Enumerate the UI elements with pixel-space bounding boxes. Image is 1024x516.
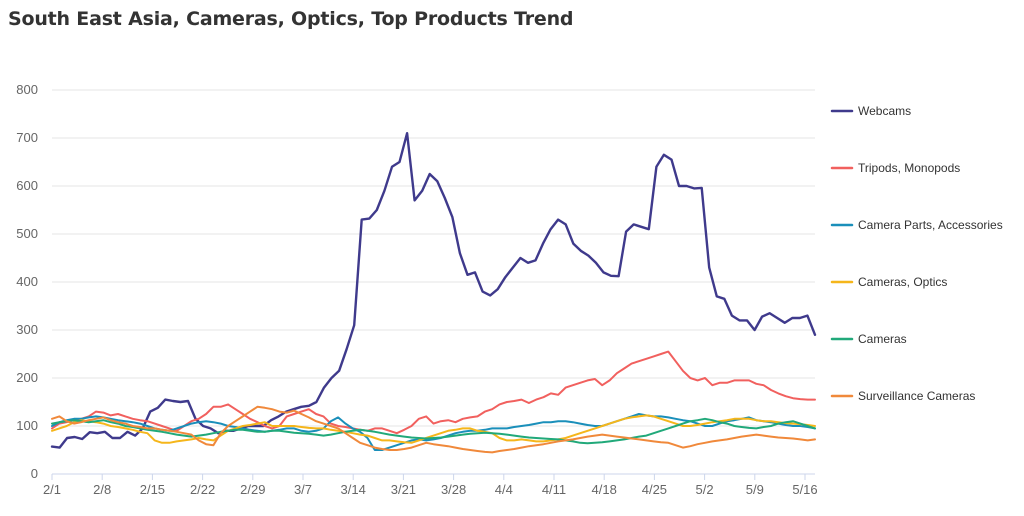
x-axis-ticks: 2/1 2/8 2/15 2/22 2/29 3/7 3/14 3/21 3/28 4/4 4/11… bbox=[43, 474, 818, 497]
series-line-webcams[interactable] bbox=[50, 131, 817, 449]
y-tick-label: 200 bbox=[16, 370, 38, 385]
y-tick-label: 500 bbox=[16, 226, 38, 241]
legend-label: Tripods, Monopods bbox=[858, 161, 960, 175]
legend-item[interactable]: Cameras, Optics bbox=[830, 275, 947, 289]
x-tick-label: 3/28 bbox=[441, 482, 466, 497]
legend-item[interactable]: Webcams bbox=[830, 104, 911, 118]
legend-label: Camera Parts, Accessories bbox=[858, 218, 1003, 232]
y-tick-label: 0 bbox=[31, 466, 38, 481]
series-lines bbox=[50, 131, 817, 454]
x-tick-label: 2/1 bbox=[43, 482, 61, 497]
legend: Webcams Tripods, Monopods Camera Parts, Ac… bbox=[830, 104, 1003, 403]
y-axis-ticks: 0 100 200 300 400 500 600 700 800 bbox=[16, 82, 38, 481]
legend-item[interactable]: Surveillance Cameras bbox=[830, 389, 975, 403]
series-line-cameras-optics[interactable] bbox=[51, 414, 816, 444]
x-tick-label: 2/15 bbox=[140, 482, 165, 497]
x-tick-label: 3/7 bbox=[294, 482, 312, 497]
x-tick-label: 4/11 bbox=[542, 482, 566, 497]
x-tick-label: 4/25 bbox=[642, 482, 667, 497]
series-line-camera-parts-accessories[interactable] bbox=[51, 413, 816, 451]
y-tick-label: 700 bbox=[16, 130, 38, 145]
x-tick-label: 2/22 bbox=[190, 482, 215, 497]
series-line-cameras[interactable] bbox=[51, 417, 816, 445]
x-tick-label: 5/9 bbox=[746, 482, 764, 497]
legend-item[interactable]: Camera Parts, Accessories bbox=[830, 218, 1003, 232]
legend-label: Cameras, Optics bbox=[858, 275, 947, 289]
x-tick-label: 3/14 bbox=[341, 482, 366, 497]
x-tick-label: 5/2 bbox=[696, 482, 714, 497]
y-tick-label: 800 bbox=[16, 82, 38, 97]
x-tick-label: 4/4 bbox=[495, 482, 513, 497]
x-tick-label: 2/8 bbox=[93, 482, 111, 497]
y-tick-label: 600 bbox=[16, 178, 38, 193]
gridlines bbox=[52, 89, 815, 475]
legend-label: Cameras bbox=[858, 332, 907, 346]
y-tick-label: 100 bbox=[16, 418, 38, 433]
x-tick-label: 5/16 bbox=[792, 482, 817, 497]
chart-title: South East Asia, Cameras, Optics, Top Pr… bbox=[8, 8, 574, 30]
y-tick-label: 400 bbox=[16, 274, 38, 289]
legend-label: Webcams bbox=[858, 104, 911, 118]
y-tick-label: 300 bbox=[16, 322, 38, 337]
legend-item[interactable]: Cameras bbox=[830, 332, 907, 346]
legend-item[interactable]: Tripods, Monopods bbox=[830, 161, 960, 175]
x-tick-label: 3/21 bbox=[391, 482, 416, 497]
x-tick-label: 2/29 bbox=[240, 482, 265, 497]
series-line-tripods-monopods[interactable] bbox=[51, 350, 816, 435]
series-line-surveillance-cameras[interactable] bbox=[51, 405, 816, 454]
legend-label: Surveillance Cameras bbox=[858, 389, 975, 403]
x-tick-label: 4/18 bbox=[592, 482, 617, 497]
